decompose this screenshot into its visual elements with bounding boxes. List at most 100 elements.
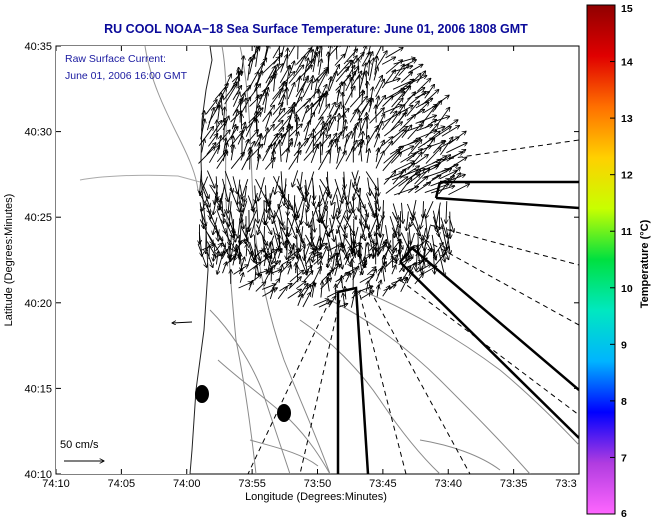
- current-vector: [338, 192, 345, 219]
- colorbar-tick-label: 13: [621, 113, 633, 125]
- current-vector: [239, 184, 243, 207]
- current-vector: [424, 184, 449, 194]
- current-vector: [200, 176, 209, 196]
- current-vector: [319, 217, 330, 236]
- current-vector: [431, 169, 452, 180]
- current-vector: [209, 184, 221, 203]
- river-contour: [144, 46, 199, 191]
- current-vector: [208, 134, 217, 147]
- current-vector: [383, 171, 396, 185]
- current-vector: [272, 150, 274, 169]
- current-vector: [257, 119, 258, 137]
- current-vector: [272, 46, 281, 59]
- current-vector: [223, 209, 234, 233]
- current-vector: [206, 170, 215, 189]
- current-vector: [343, 49, 358, 65]
- current-vector: [325, 258, 331, 268]
- current-vector: [400, 72, 412, 83]
- current-vector: [393, 58, 416, 65]
- current-vector: [286, 211, 287, 238]
- current-vector: [253, 250, 262, 259]
- current-vector: [448, 216, 454, 232]
- current-vector: [441, 224, 447, 250]
- current-vector: [238, 202, 243, 229]
- current-vector: [200, 170, 202, 194]
- current-vector: [264, 226, 265, 252]
- current-vector: [278, 217, 284, 245]
- current-vector: [398, 258, 409, 273]
- current-vector: [278, 203, 283, 226]
- current-vector: [279, 184, 287, 209]
- current-vector: [313, 299, 329, 306]
- current-vector: [257, 208, 266, 235]
- current-vector: [257, 202, 259, 223]
- current-vector: [273, 210, 285, 230]
- current-vector: [242, 56, 244, 74]
- current-vector: [391, 265, 396, 275]
- current-vector: [221, 92, 223, 116]
- map-title: RU COOL NOAA−18 Sea Surface Temperature:…: [104, 22, 528, 36]
- current-vector: [319, 178, 330, 194]
- current-vector: [393, 161, 414, 172]
- current-vector: [206, 107, 214, 131]
- current-vector: [446, 150, 466, 162]
- current-vector: [240, 99, 241, 123]
- current-vector: [237, 179, 241, 205]
- current-vector: [214, 185, 219, 204]
- current-vector: [359, 72, 365, 91]
- current-vector: [320, 142, 321, 164]
- current-vector: [244, 185, 246, 202]
- inland-contour: [79, 174, 201, 183]
- current-vector: [384, 122, 402, 137]
- current-vector: [423, 227, 427, 244]
- current-vector: [432, 254, 444, 268]
- current-vector: [416, 264, 432, 273]
- current-vector: [199, 219, 213, 244]
- current-vector: [344, 253, 350, 265]
- current-vector: [409, 224, 411, 245]
- current-vector: [440, 217, 447, 238]
- current-vector: [406, 125, 423, 132]
- current-vector: [382, 266, 384, 282]
- current-vector: [302, 58, 308, 81]
- current-vector: [448, 131, 466, 145]
- current-vector: [221, 249, 227, 260]
- current-vector: [328, 117, 336, 131]
- current-vector: [406, 174, 421, 185]
- current-vector: [433, 243, 444, 257]
- current-vector: [345, 209, 354, 229]
- current-vector: [326, 210, 328, 229]
- current-vector: [295, 226, 305, 249]
- current-vector: [336, 244, 343, 260]
- current-vector: [264, 242, 272, 259]
- current-vector: [376, 95, 385, 108]
- current-vector: [326, 233, 333, 258]
- x-tick-label: 73:45: [369, 478, 397, 490]
- current-vector: [265, 134, 278, 153]
- current-vector: [318, 93, 326, 115]
- current-vector: [390, 248, 397, 258]
- current-vector: [287, 82, 295, 100]
- current-vector: [437, 107, 450, 124]
- current-vector: [351, 171, 359, 192]
- current-vector: [328, 296, 336, 308]
- current-vector: [201, 184, 210, 208]
- current-vector: [346, 202, 348, 220]
- current-vector: [407, 140, 422, 156]
- current-vector: [440, 137, 453, 155]
- current-vector: [240, 217, 242, 244]
- current-vector: [275, 175, 280, 194]
- current-vector: [432, 216, 438, 233]
- current-vector: [262, 145, 272, 162]
- current-vector: [317, 247, 318, 265]
- current-vector: [337, 90, 339, 105]
- current-vector: [311, 210, 314, 232]
- current-vector: [216, 252, 218, 265]
- current-vector: [381, 105, 402, 115]
- current-vector: [374, 56, 377, 75]
- current-vector: [373, 134, 379, 148]
- current-vector: [264, 92, 268, 114]
- colorbar-tick-label: 7: [621, 452, 627, 464]
- current-vector: [199, 209, 206, 226]
- current-vector: [288, 61, 294, 76]
